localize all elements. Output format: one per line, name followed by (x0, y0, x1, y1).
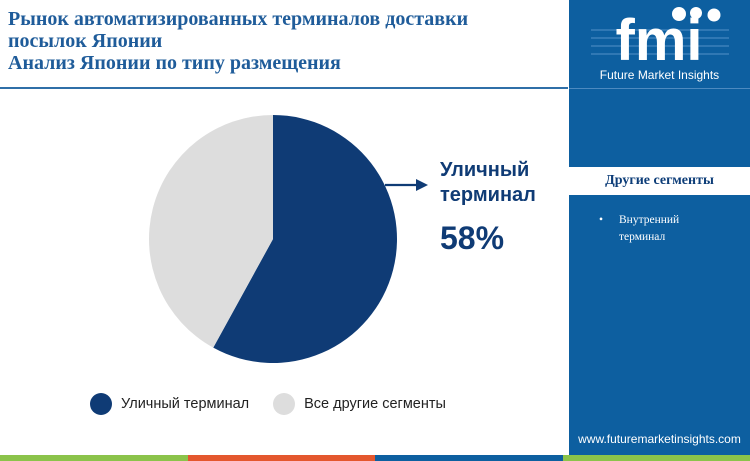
other-segments-list: • Внутренний терминал (599, 212, 739, 246)
strip-segment-4 (562, 455, 750, 461)
title-divider (0, 87, 568, 89)
pie-chart (149, 115, 428, 363)
chart-legend: Уличный терминал Все другие сегменты (90, 393, 470, 415)
strip-segment-3 (375, 455, 563, 461)
legend-swatch-street-terminal (90, 393, 112, 415)
globe-icon (672, 7, 721, 22)
logo-text: fmi (616, 8, 703, 68)
callout-label-line-2: терминал (440, 184, 536, 206)
website-url[interactable]: www.futuremarketinsights.com (578, 432, 741, 446)
chart-title: Рынок автоматизированных терминалов дост… (8, 8, 563, 74)
other-segments-title: Другие сегменты (605, 173, 714, 188)
legend-label-other-segments: Все другие сегменты (304, 396, 446, 412)
pie-slice-street-terminal (213, 115, 398, 363)
pie-slice-other-segments (149, 115, 273, 348)
segment-item-indoor-terminal: Внутренний терминал (619, 214, 680, 243)
sidebar-divider (569, 88, 750, 89)
legend-item-street-terminal: Уличный терминал (90, 393, 249, 415)
legend-item-other-segments: Все другие сегменты (273, 393, 446, 415)
title-line-3: Анализ Японии по типу размещения (8, 52, 341, 74)
logo-subtitle: Future Market Insights (599, 68, 720, 82)
legend-swatch-other-segments (273, 393, 296, 415)
title-line-1: Рынок автоматизированных терминалов дост… (8, 8, 469, 30)
title-line-2: посылок Японии (8, 30, 163, 52)
strip-segment-2 (187, 455, 375, 461)
callout-arrow (385, 179, 428, 191)
bottom-color-strip (0, 455, 750, 461)
bullet-icon: • (599, 214, 604, 226)
strip-segment-1 (0, 455, 188, 461)
callout-value: 58% (440, 220, 505, 256)
legend-label-street-terminal: Уличный терминал (121, 396, 250, 412)
other-segments-header: Другие сегменты (569, 167, 750, 195)
fmi-logo: fmi (591, 7, 729, 68)
callout-label: Уличный терминал (440, 158, 536, 208)
sidebar: fmi Future Market Insights Другие сегмен… (569, 0, 750, 455)
callout-label-line-1: Уличный (440, 159, 530, 181)
